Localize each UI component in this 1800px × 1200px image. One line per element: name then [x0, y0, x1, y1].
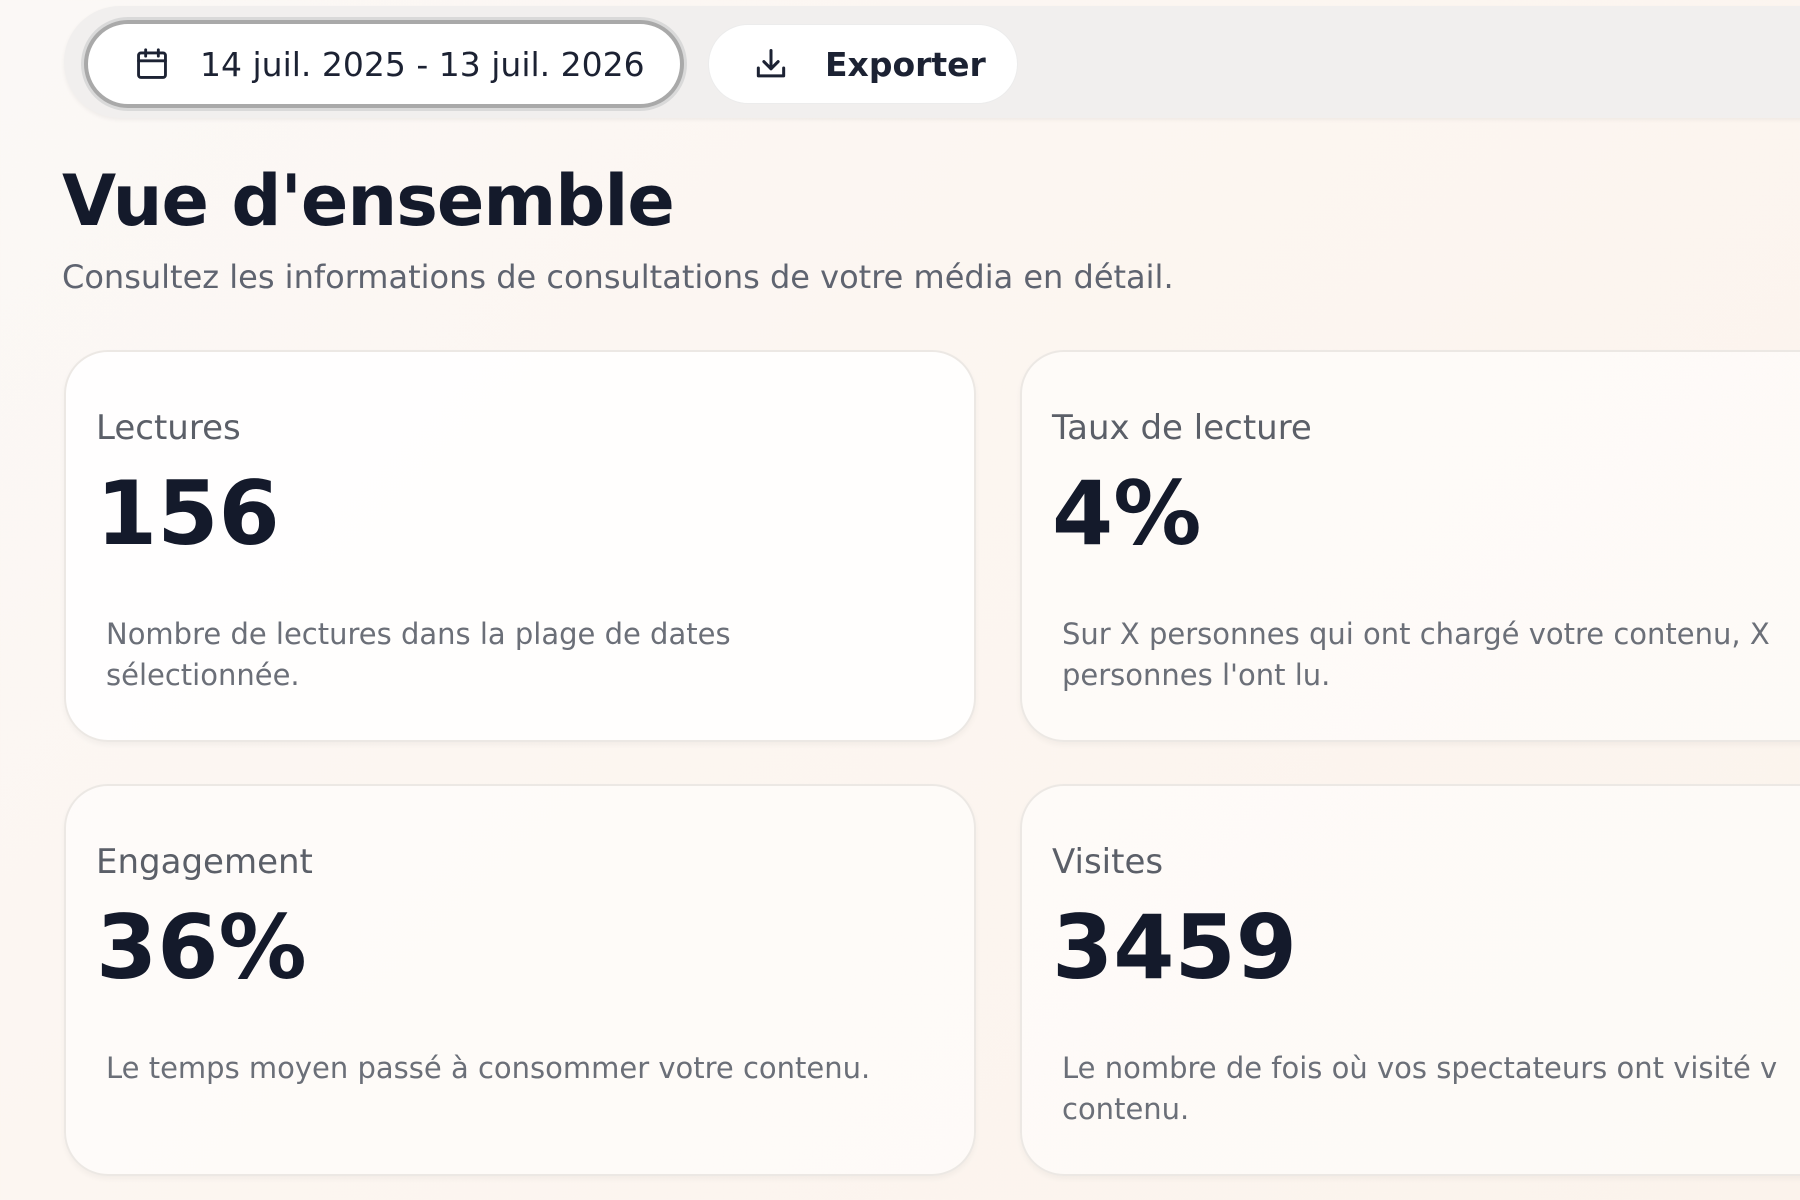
stat-card-lectures: Lectures 156 Nombre de lectures dans la … — [64, 350, 976, 742]
export-label: Exporter — [825, 44, 986, 84]
card-label: Taux de lecture — [1052, 408, 1312, 448]
stat-card-visites: Visites 3459 Le nombre de fois où vos sp… — [1020, 784, 1800, 1176]
card-value: 36% — [96, 896, 307, 999]
card-description: Le temps moyen passé à consommer votre c… — [106, 1051, 871, 1085]
card-label: Lectures — [96, 408, 241, 448]
date-range-button[interactable]: 14 juil. 2025 - 13 juil. 2026 — [84, 20, 684, 108]
card-value: 4% — [1052, 462, 1202, 565]
date-range-label: 14 juil. 2025 - 13 juil. 2026 — [200, 44, 645, 84]
card-label: Visites — [1052, 842, 1164, 882]
card-description: Sur X personnes qui ont chargé votre con… — [1062, 617, 1770, 692]
card-value: 3459 — [1052, 896, 1297, 999]
card-description: Nombre de lectures dans la plage de date… — [106, 617, 731, 692]
stat-card-taux-de-lecture: Taux de lecture 4% Sur X personnes qui o… — [1020, 350, 1800, 742]
page-title: Vue d'ensemble — [62, 160, 675, 242]
card-label: Engagement — [96, 842, 313, 882]
download-icon — [749, 42, 793, 86]
export-button[interactable]: Exporter — [708, 24, 1018, 104]
calendar-icon — [130, 42, 174, 86]
card-description: Le nombre de fois où vos spectateurs ont… — [1062, 1051, 1778, 1126]
stat-card-engagement: Engagement 36% Le temps moyen passé à co… — [64, 784, 976, 1176]
page-subtitle: Consultez les informations de consultati… — [62, 258, 1174, 296]
card-value: 156 — [96, 462, 280, 565]
